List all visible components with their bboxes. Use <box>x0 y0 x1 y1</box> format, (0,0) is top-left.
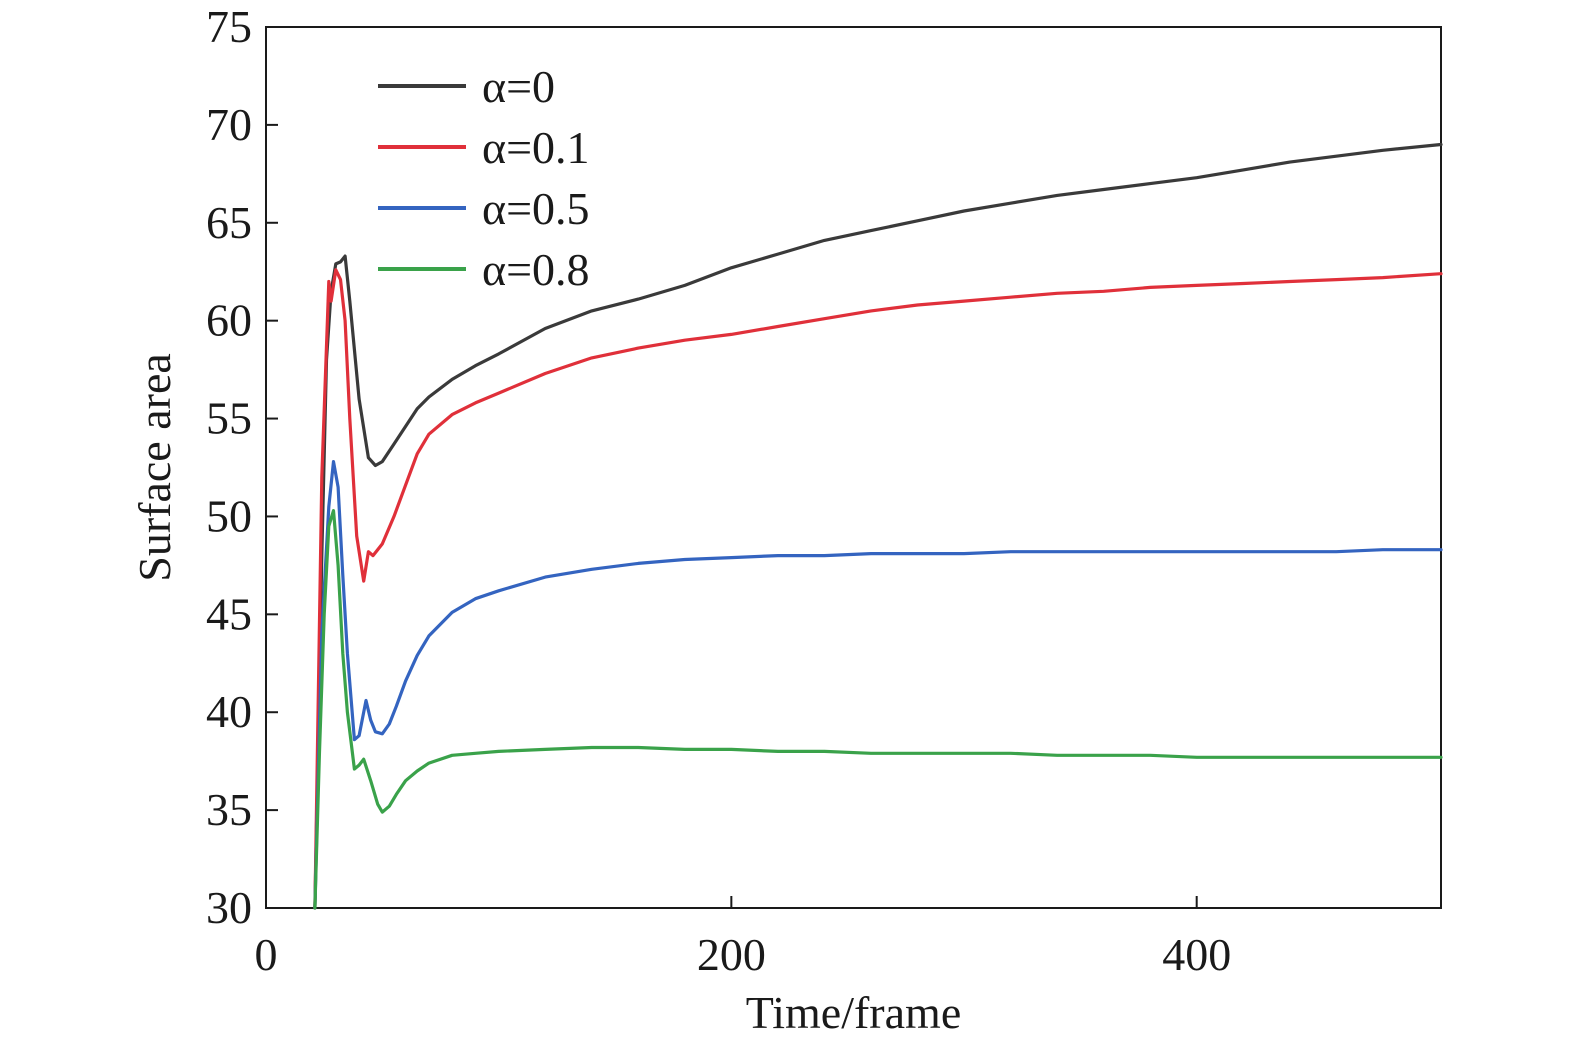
series-line-0 <box>313 142 1443 910</box>
x-axis: 0 200 400 <box>255 896 1231 980</box>
y-tick-label: 30 <box>206 882 252 933</box>
series-line-1 <box>313 268 1443 910</box>
x-axis-title: Time/frame <box>746 987 962 1038</box>
y-tick-label: 55 <box>206 393 252 444</box>
y-tick-label: 75 <box>206 1 252 52</box>
y-tick-label: 60 <box>206 295 252 346</box>
series-lines <box>313 142 1443 910</box>
plot-frame <box>265 26 1442 909</box>
legend: α=0 α=0.1 α=0.5 α=0.8 <box>378 61 590 295</box>
y-axis-title: Surface area <box>129 353 180 582</box>
y-tick-label: 70 <box>206 99 252 150</box>
y-axis: 30 35 40 45 50 55 60 65 70 75 <box>206 1 278 933</box>
legend-label-0: α=0 <box>482 61 555 112</box>
series-line-2 <box>313 460 1443 910</box>
y-tick-label: 50 <box>206 490 252 541</box>
legend-label-2: α=0.5 <box>482 183 590 234</box>
y-tick-label: 40 <box>206 686 252 737</box>
legend-label-3: α=0.8 <box>482 244 590 295</box>
series-line-3 <box>313 509 1443 910</box>
x-tick-label: 400 <box>1162 929 1231 980</box>
x-tick-label: 0 <box>255 929 278 980</box>
y-tick-label: 45 <box>206 588 252 639</box>
y-tick-label: 65 <box>206 197 252 248</box>
x-tick-label: 200 <box>697 929 766 980</box>
y-tick-label: 35 <box>206 784 252 835</box>
legend-label-1: α=0.1 <box>482 122 590 173</box>
